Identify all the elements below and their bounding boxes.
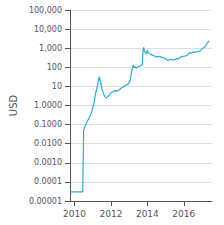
svg-text:USD: USD (8, 95, 19, 117)
svg-text:10,000: 10,000 (34, 25, 62, 34)
svg-text:2012: 2012 (99, 209, 122, 219)
svg-text:2010: 2010 (63, 209, 86, 219)
svg-text:100,000: 100,000 (29, 6, 62, 15)
svg-text:2016: 2016 (172, 209, 195, 219)
svg-text:0.0001: 0.0001 (34, 177, 62, 186)
svg-text:0.0010: 0.0010 (34, 158, 62, 167)
svg-text:100: 100 (47, 63, 62, 72)
svg-text:0.1000: 0.1000 (34, 120, 62, 129)
svg-text:0.00001: 0.00001 (29, 197, 62, 206)
svg-text:1.0000: 1.0000 (34, 101, 62, 110)
svg-text:10: 10 (52, 82, 62, 91)
svg-text:0.0100: 0.0100 (34, 139, 62, 148)
svg-text:1,000: 1,000 (39, 44, 62, 53)
svg-text:2014: 2014 (136, 209, 159, 219)
